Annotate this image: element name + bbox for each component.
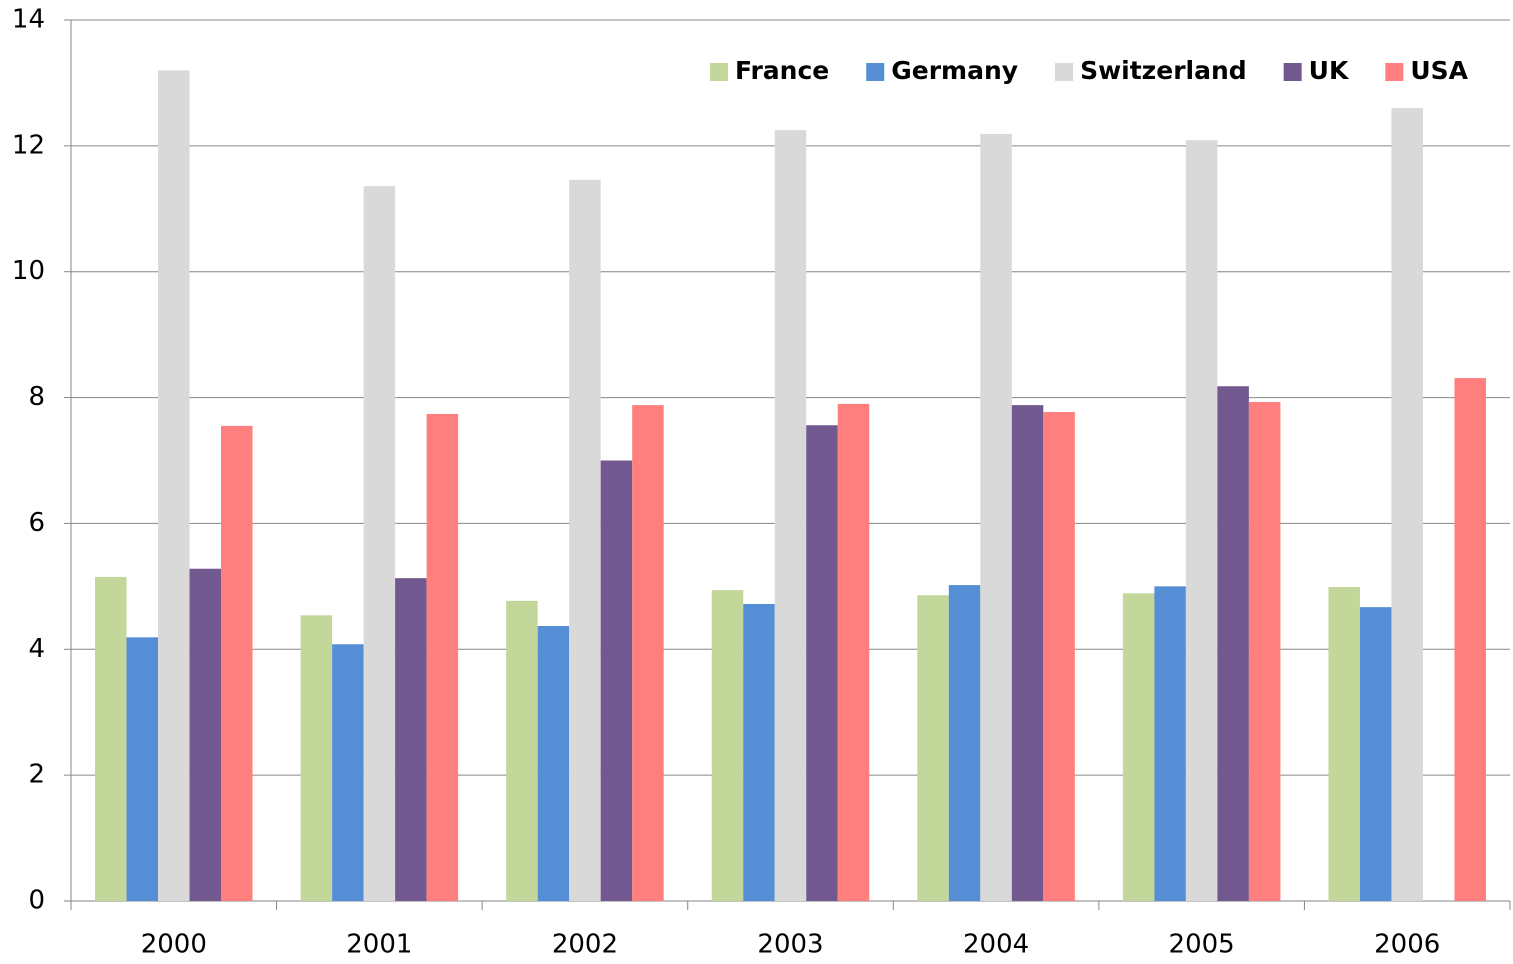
x-tick-label: 2002 bbox=[552, 930, 618, 960]
bar bbox=[1248, 401, 1281, 901]
bar bbox=[426, 413, 459, 901]
bar bbox=[743, 603, 775, 901]
legend-label: UK bbox=[1309, 56, 1350, 85]
legend-swatch bbox=[1385, 63, 1404, 81]
y-tick-label: 12 bbox=[12, 130, 45, 160]
bar bbox=[948, 585, 981, 901]
bar bbox=[1391, 108, 1423, 902]
bar bbox=[95, 576, 127, 901]
bar bbox=[1122, 593, 1155, 901]
bar bbox=[632, 405, 664, 901]
y-tick-label: 0 bbox=[28, 886, 45, 916]
bar bbox=[1043, 412, 1075, 901]
bar bbox=[806, 425, 838, 901]
y-tick-label: 8 bbox=[28, 382, 45, 412]
y-tick-label: 14 bbox=[12, 5, 45, 35]
bar bbox=[1359, 607, 1392, 901]
x-tick-label: 2003 bbox=[757, 930, 823, 960]
legend-swatch bbox=[1283, 63, 1302, 81]
legend-swatch bbox=[1055, 63, 1074, 81]
bar bbox=[363, 186, 396, 902]
legend-label: France bbox=[735, 56, 829, 85]
bar bbox=[158, 70, 190, 902]
bar bbox=[395, 578, 427, 901]
x-tick-label: 2000 bbox=[141, 930, 207, 960]
x-tick-label: 2001 bbox=[346, 930, 412, 960]
bar bbox=[221, 425, 253, 901]
bar bbox=[1185, 140, 1218, 901]
x-tick-label: 2004 bbox=[963, 930, 1029, 960]
bar bbox=[506, 600, 538, 901]
x-tick-label: 2005 bbox=[1169, 930, 1235, 960]
bar bbox=[1454, 378, 1486, 901]
y-tick-label: 4 bbox=[28, 634, 45, 664]
x-tick-label: 2006 bbox=[1374, 930, 1440, 960]
bar bbox=[711, 590, 744, 901]
legend-label: Germany bbox=[891, 56, 1018, 85]
y-tick-label: 10 bbox=[12, 256, 45, 286]
legend-label: Switzerland bbox=[1080, 56, 1247, 85]
legend-swatch bbox=[866, 63, 885, 81]
bar bbox=[1154, 586, 1186, 901]
bar bbox=[537, 626, 570, 901]
bar bbox=[189, 568, 222, 901]
bar bbox=[1011, 405, 1044, 901]
bar bbox=[126, 637, 159, 901]
bar bbox=[917, 595, 949, 901]
legend-swatch bbox=[709, 63, 728, 81]
bar bbox=[569, 179, 601, 902]
bar bbox=[1328, 586, 1360, 901]
bar bbox=[332, 644, 364, 901]
bar bbox=[774, 130, 807, 901]
y-tick-label: 6 bbox=[28, 508, 45, 538]
legend-label: USA bbox=[1410, 56, 1468, 85]
bar bbox=[300, 615, 333, 901]
bar bbox=[837, 403, 870, 901]
bar bbox=[600, 460, 633, 901]
y-tick-label: 2 bbox=[28, 760, 45, 790]
bar bbox=[980, 133, 1012, 902]
bar bbox=[1217, 386, 1249, 902]
